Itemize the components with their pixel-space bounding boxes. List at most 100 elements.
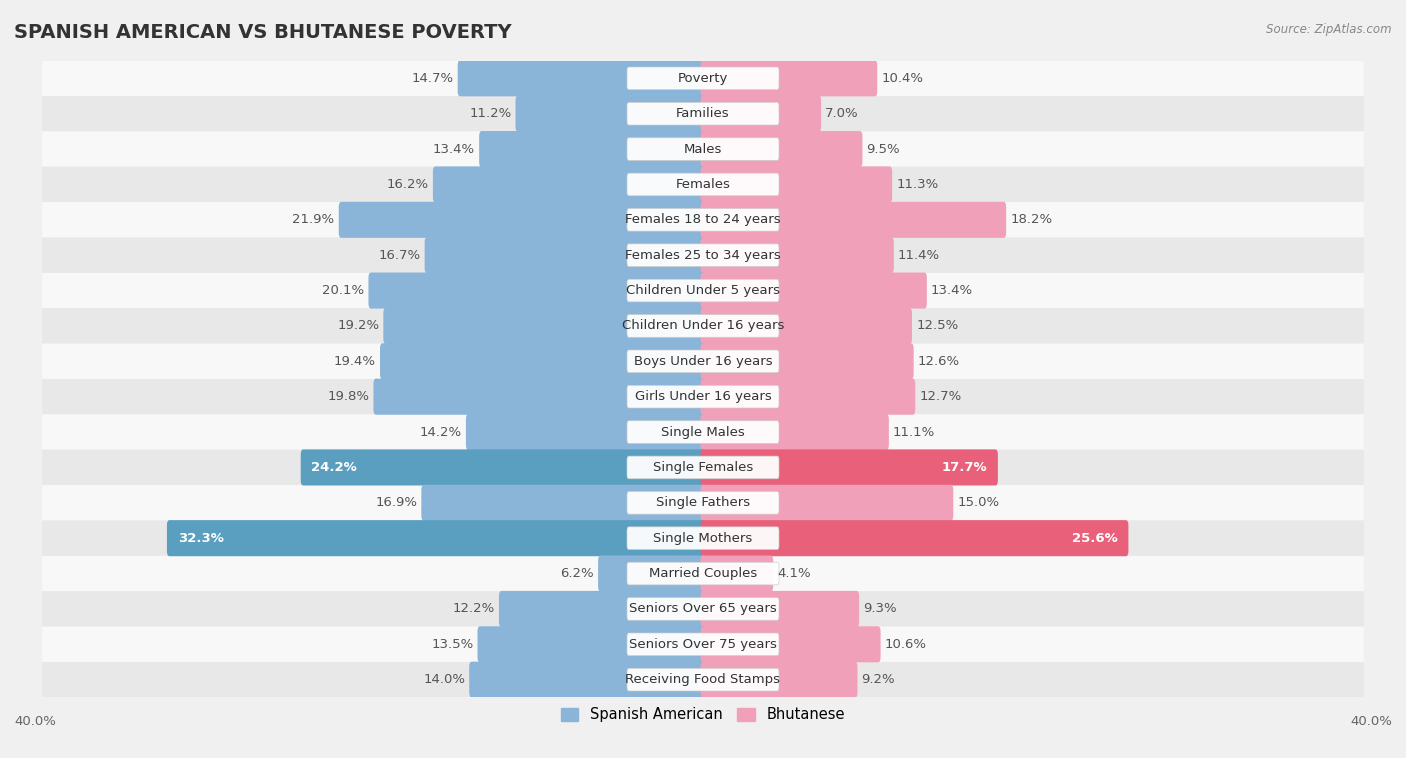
FancyBboxPatch shape [380, 343, 706, 379]
FancyBboxPatch shape [479, 131, 706, 167]
Text: Females: Females [675, 178, 731, 191]
FancyBboxPatch shape [470, 662, 706, 697]
Text: Single Males: Single Males [661, 425, 745, 439]
Text: 9.2%: 9.2% [862, 673, 896, 686]
Text: 21.9%: 21.9% [292, 213, 335, 227]
FancyBboxPatch shape [42, 627, 1364, 662]
FancyBboxPatch shape [700, 485, 953, 521]
Text: 10.4%: 10.4% [882, 72, 924, 85]
Text: 12.6%: 12.6% [918, 355, 960, 368]
FancyBboxPatch shape [42, 521, 1364, 556]
Text: Married Couples: Married Couples [650, 567, 756, 580]
FancyBboxPatch shape [627, 315, 779, 337]
FancyBboxPatch shape [422, 485, 706, 521]
FancyBboxPatch shape [384, 308, 706, 344]
FancyBboxPatch shape [700, 61, 877, 96]
Text: 20.1%: 20.1% [322, 284, 364, 297]
Text: 10.6%: 10.6% [884, 637, 927, 651]
FancyBboxPatch shape [700, 626, 880, 662]
FancyBboxPatch shape [627, 633, 779, 656]
FancyBboxPatch shape [627, 67, 779, 89]
FancyBboxPatch shape [700, 449, 998, 485]
FancyBboxPatch shape [42, 556, 1364, 591]
FancyBboxPatch shape [700, 96, 821, 132]
Text: 13.4%: 13.4% [433, 143, 475, 155]
Text: 15.0%: 15.0% [957, 496, 1000, 509]
FancyBboxPatch shape [700, 379, 915, 415]
Text: Seniors Over 65 years: Seniors Over 65 years [628, 603, 778, 615]
FancyBboxPatch shape [627, 279, 779, 302]
Text: 40.0%: 40.0% [14, 715, 56, 728]
FancyBboxPatch shape [339, 202, 706, 238]
Text: Children Under 5 years: Children Under 5 years [626, 284, 780, 297]
FancyBboxPatch shape [42, 449, 1364, 485]
Text: Boys Under 16 years: Boys Under 16 years [634, 355, 772, 368]
FancyBboxPatch shape [42, 237, 1364, 273]
Text: Males: Males [683, 143, 723, 155]
FancyBboxPatch shape [516, 96, 706, 132]
FancyBboxPatch shape [700, 237, 894, 273]
Text: 12.7%: 12.7% [920, 390, 962, 403]
FancyBboxPatch shape [42, 167, 1364, 202]
FancyBboxPatch shape [700, 520, 1129, 556]
FancyBboxPatch shape [627, 102, 779, 125]
Text: 19.8%: 19.8% [328, 390, 370, 403]
FancyBboxPatch shape [700, 591, 859, 627]
FancyBboxPatch shape [425, 237, 706, 273]
Text: 25.6%: 25.6% [1071, 531, 1118, 545]
Text: 17.7%: 17.7% [942, 461, 987, 474]
FancyBboxPatch shape [42, 309, 1364, 343]
Text: 7.0%: 7.0% [825, 107, 859, 121]
FancyBboxPatch shape [42, 485, 1364, 521]
Text: 12.5%: 12.5% [917, 319, 959, 333]
Text: 14.0%: 14.0% [423, 673, 465, 686]
Text: Females 25 to 34 years: Females 25 to 34 years [626, 249, 780, 262]
FancyBboxPatch shape [42, 96, 1364, 131]
Text: Children Under 16 years: Children Under 16 years [621, 319, 785, 333]
FancyBboxPatch shape [499, 591, 706, 627]
Text: 9.5%: 9.5% [866, 143, 900, 155]
Text: Receiving Food Stamps: Receiving Food Stamps [626, 673, 780, 686]
FancyBboxPatch shape [700, 414, 889, 450]
Text: Poverty: Poverty [678, 72, 728, 85]
Text: 13.4%: 13.4% [931, 284, 973, 297]
Text: 32.3%: 32.3% [177, 531, 224, 545]
Text: Seniors Over 75 years: Seniors Over 75 years [628, 637, 778, 651]
FancyBboxPatch shape [627, 244, 779, 267]
FancyBboxPatch shape [42, 591, 1364, 627]
Text: Single Fathers: Single Fathers [657, 496, 749, 509]
Text: 16.2%: 16.2% [387, 178, 429, 191]
Text: Families: Families [676, 107, 730, 121]
FancyBboxPatch shape [627, 208, 779, 231]
Text: 9.3%: 9.3% [863, 603, 897, 615]
Text: 14.2%: 14.2% [419, 425, 461, 439]
Text: 16.9%: 16.9% [375, 496, 418, 509]
FancyBboxPatch shape [42, 662, 1364, 697]
Text: Single Mothers: Single Mothers [654, 531, 752, 545]
FancyBboxPatch shape [700, 273, 927, 309]
Text: 14.7%: 14.7% [412, 72, 454, 85]
FancyBboxPatch shape [42, 273, 1364, 309]
Text: 40.0%: 40.0% [1350, 715, 1392, 728]
FancyBboxPatch shape [627, 669, 779, 691]
FancyBboxPatch shape [598, 556, 706, 591]
FancyBboxPatch shape [167, 520, 706, 556]
Text: Single Females: Single Females [652, 461, 754, 474]
Text: 13.5%: 13.5% [432, 637, 474, 651]
FancyBboxPatch shape [700, 343, 914, 379]
Legend: Spanish American, Bhutanese: Spanish American, Bhutanese [555, 702, 851, 728]
FancyBboxPatch shape [42, 415, 1364, 449]
Text: 18.2%: 18.2% [1011, 213, 1053, 227]
Text: 19.2%: 19.2% [337, 319, 380, 333]
FancyBboxPatch shape [700, 662, 858, 697]
Text: 12.2%: 12.2% [453, 603, 495, 615]
Text: 11.4%: 11.4% [898, 249, 941, 262]
FancyBboxPatch shape [433, 167, 706, 202]
Text: 19.4%: 19.4% [333, 355, 375, 368]
Text: 11.3%: 11.3% [896, 178, 939, 191]
Text: 11.2%: 11.2% [470, 107, 512, 121]
FancyBboxPatch shape [42, 61, 1364, 96]
FancyBboxPatch shape [42, 379, 1364, 415]
FancyBboxPatch shape [700, 202, 1007, 238]
FancyBboxPatch shape [627, 385, 779, 408]
